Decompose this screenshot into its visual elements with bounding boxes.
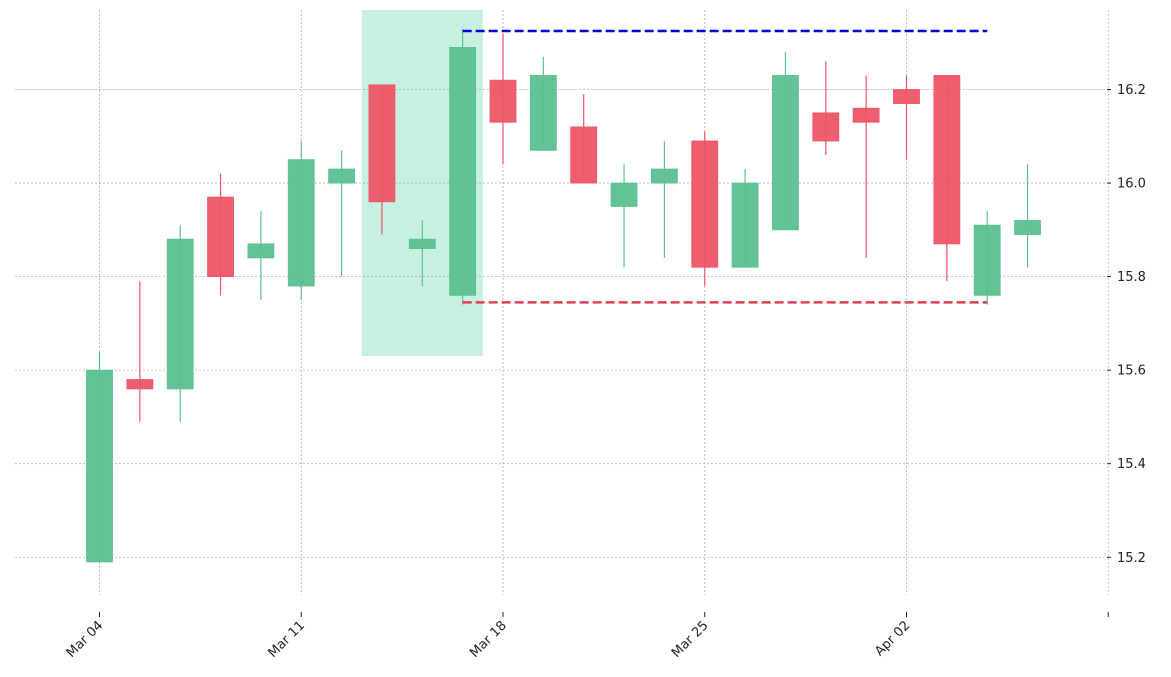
y-tick-label: 16.2 [1117,83,1146,98]
candle-body [1014,220,1041,235]
candle [651,140,678,258]
candle-body [328,168,356,184]
candle [570,94,598,184]
candle-body [126,379,154,390]
candle-body [489,79,517,123]
candle-body [610,182,638,207]
candle-body [772,75,799,231]
candle [449,28,477,305]
y-tick-label: 15.8 [1117,270,1146,285]
x-tick-label: Mar 25 [669,618,712,661]
candle [166,225,194,422]
x-tick-label: Mar 18 [467,618,510,661]
candle-body [691,140,719,268]
y-tick-label: 15.2 [1117,551,1146,566]
level-lines-layer [462,29,988,304]
x-tick-label: Mar 11 [266,618,309,661]
x-tick-label: Mar 04 [64,618,107,661]
candle [408,220,436,286]
axis-layer: 15.2 15.4 15.6 15.8 16.0 16.2 Mar 04 Mar 11 Mar … [64,83,1146,661]
candle [207,173,234,296]
candle-body [852,107,880,123]
candle [368,84,396,235]
y-tick-label: 15.6 [1117,364,1146,379]
candle [691,131,719,286]
candle [933,75,961,282]
candle-body [812,112,840,142]
candle-body [893,89,920,104]
candle [126,281,154,422]
candle [610,164,638,268]
candle [973,211,1001,305]
candle [731,169,759,268]
candle [852,75,880,258]
candle-body [166,238,194,390]
candle [1014,164,1041,268]
candle-body [570,126,598,184]
candle [772,52,799,231]
candle-body [933,75,961,245]
candle-body [449,47,477,296]
candles-layer [86,28,1041,563]
candle-body [247,243,275,259]
candle [86,351,113,563]
grid-layer [15,10,1109,595]
candle-body [86,369,113,563]
x-tick-label: Apr 02 [872,618,913,659]
y-tick-label: 16.0 [1117,177,1146,192]
candle [328,150,356,277]
candle [893,75,920,160]
candle [287,140,315,300]
y-tick-label: 15.4 [1117,457,1146,472]
candle [489,33,517,165]
candle-body [529,75,557,151]
candle-body [973,224,1001,296]
candle-body [368,84,396,203]
candle [247,211,275,300]
candle [812,61,840,155]
candle [529,56,557,151]
candle-body [731,182,759,268]
candle-body [408,238,436,249]
candle-body [651,168,678,184]
candle-body [287,159,315,287]
candle-body [207,196,234,278]
